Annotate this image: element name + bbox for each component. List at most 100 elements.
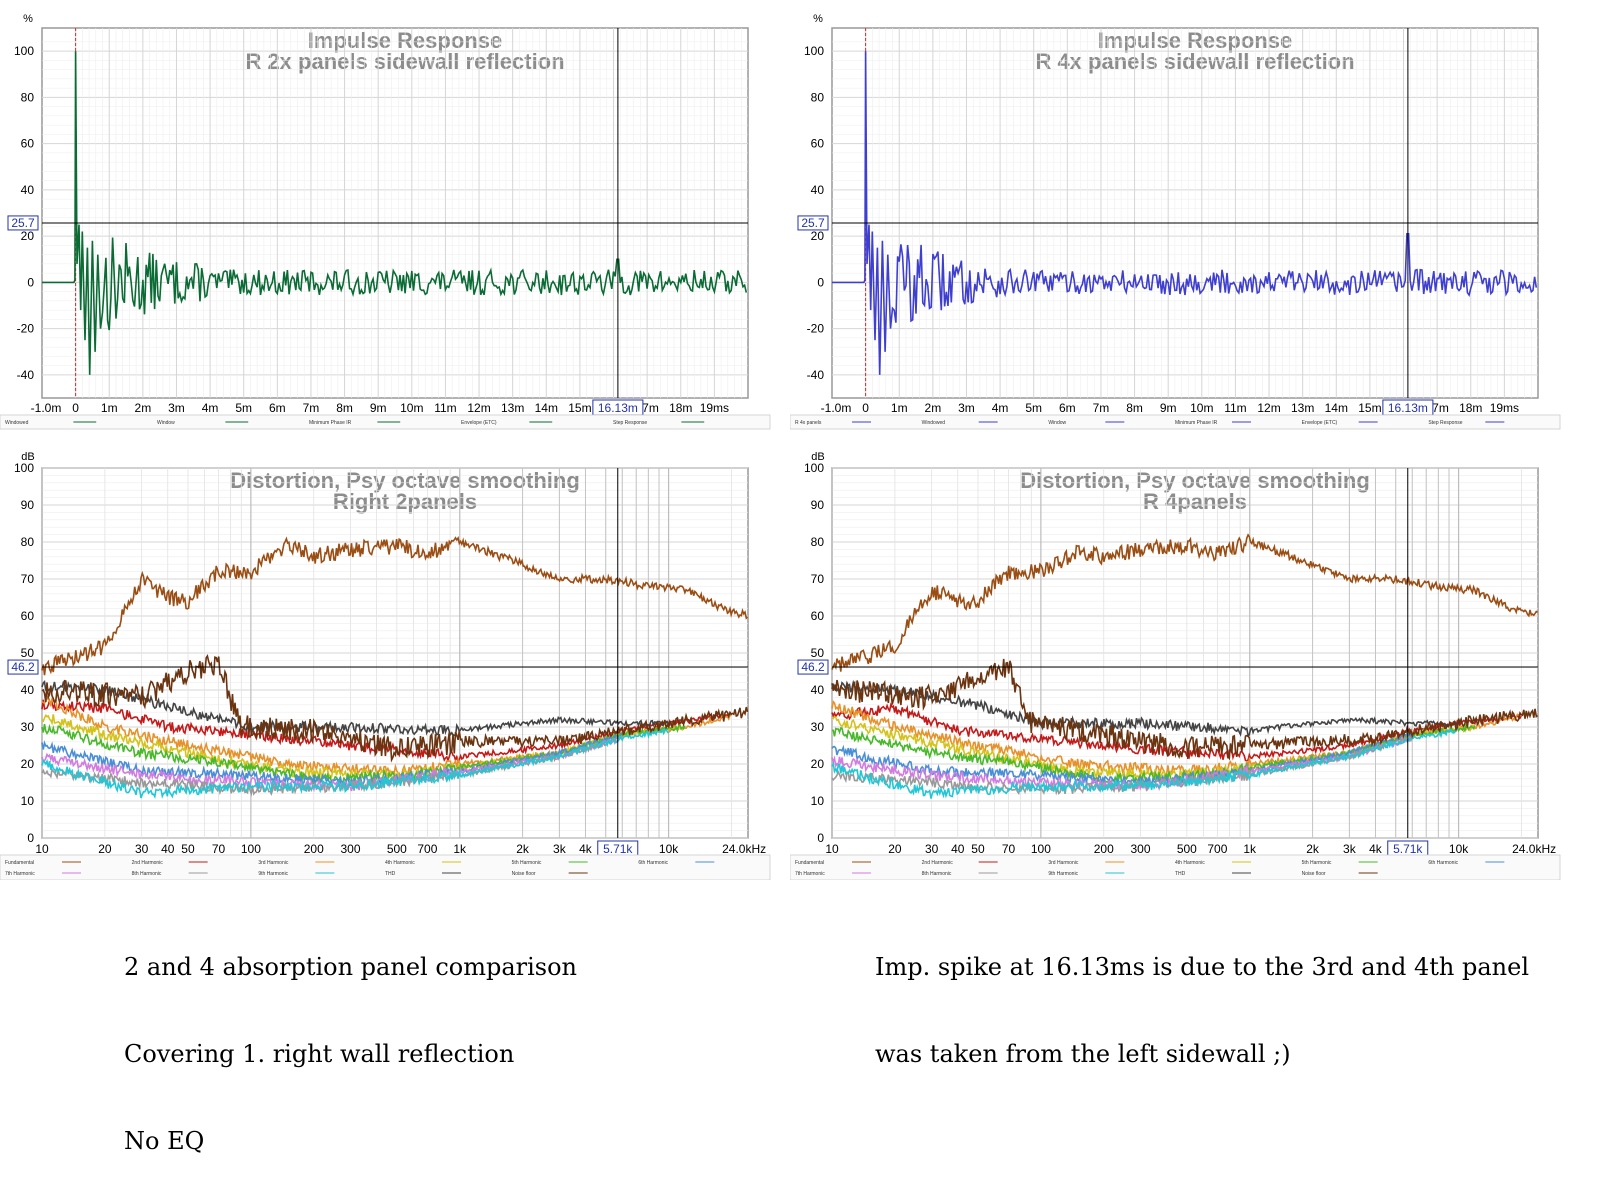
y-unit-label: %	[23, 13, 33, 25]
legend-entry: 6th Harmonic	[1428, 860, 1458, 866]
impulse-response-trace	[832, 51, 1538, 375]
legend-entry: Fundamental	[795, 860, 824, 866]
legend-entry: Noise floor	[512, 871, 536, 877]
x-tick-label: 14m	[535, 401, 558, 415]
x-tick-label: 15m	[1358, 401, 1381, 415]
y-tick-label: 100	[14, 461, 34, 475]
y-tick-label: 40	[811, 183, 825, 197]
plot-area	[41, 27, 749, 399]
x-tick-label: 20	[98, 842, 112, 856]
y-tick-label: 80	[21, 90, 35, 104]
legend-entry: 7th Harmonic	[5, 871, 35, 877]
legend-entry: R 4x panels	[795, 420, 822, 426]
y-tick-label: 60	[21, 609, 35, 623]
y-tick-label: 20	[21, 757, 35, 771]
x-tick-label: 12m	[1257, 401, 1280, 415]
x-tick-label: 1m	[101, 401, 118, 415]
x-tick-label: 700	[1207, 842, 1227, 856]
cursor-y-readout: 46.2	[801, 660, 825, 674]
legend-entry: Minimum Phase IR	[309, 420, 352, 426]
x-tick-label: 8m	[1126, 401, 1143, 415]
caption-right-line-1: Imp. spike at 16.13ms is due to the 3rd …	[875, 953, 1530, 981]
distortion-left-chart: dB Distortion, Psy octave smoothingRight …	[0, 451, 771, 880]
x-tick-label: 18m	[669, 401, 692, 415]
y-tick-label: 70	[21, 572, 35, 586]
cursor-y-readout: 25.7	[11, 216, 35, 230]
y-tick-label: 10	[811, 794, 825, 808]
y-tick-label: 30	[21, 720, 35, 734]
legend-entry: 4th Harmonic	[1175, 860, 1205, 866]
chart-subtitle: R 4panels	[1143, 489, 1247, 514]
caption-left-line-2: Covering 1. right wall reflection	[124, 1040, 515, 1068]
cursor-x-readout: 16.13m	[1388, 401, 1428, 415]
x-tick-label: 100	[1031, 842, 1051, 856]
legend-entry: 2nd Harmonic	[922, 860, 954, 866]
x-tick-label: 50	[971, 842, 985, 856]
legend-entry: THD	[385, 871, 396, 877]
cursor-y-readout: 46.2	[11, 660, 35, 674]
y-tick-label: 60	[811, 609, 825, 623]
x-tick-label: 50	[181, 842, 195, 856]
x-tick-label: 200	[304, 842, 324, 856]
legend-entry: Windowed	[5, 420, 29, 426]
x-tick-label: -1.0m	[31, 401, 62, 415]
x-tick-label: 1m	[891, 401, 908, 415]
x-tick-label: 8m	[336, 401, 353, 415]
legend-entry: 8th Harmonic	[922, 871, 952, 877]
y-tick-label: 50	[21, 646, 35, 660]
y-tick-label: -40	[807, 368, 825, 382]
legend-entry: 9th Harmonic	[1048, 871, 1078, 877]
x-tick-label: 40	[951, 842, 965, 856]
series-noise-floor	[831, 658, 1539, 761]
x-tick-label: 3k	[553, 842, 567, 856]
legend-entry: 8th Harmonic	[132, 871, 162, 877]
y-tick-label: 20	[21, 229, 35, 243]
series-noise-floor	[41, 654, 749, 763]
x-tick-label: 500	[387, 842, 407, 856]
x-tick-label: 19ms	[700, 401, 729, 415]
y-tick-label: 40	[21, 683, 35, 697]
y-tick-label: 40	[21, 183, 35, 197]
caption-right-line-2: was taken from the left sidewall ;)	[875, 1040, 1291, 1068]
impulse-response-trace	[42, 51, 748, 375]
x-tick-label: 300	[1130, 842, 1150, 856]
y-tick-label: 80	[21, 535, 35, 549]
x-tick-label: 12m	[467, 401, 490, 415]
plot-area	[831, 27, 1539, 399]
y-tick-label: 70	[811, 572, 825, 586]
x-tick-label: 10m	[400, 401, 423, 415]
x-tick-label: 10m	[1190, 401, 1213, 415]
x-tick-label: 6m	[269, 401, 286, 415]
legend-entry: 3rd Harmonic	[258, 860, 289, 866]
x-tick-label: 13m	[501, 401, 524, 415]
x-tick-label: 40	[161, 842, 175, 856]
y-tick-label: 100	[14, 44, 34, 58]
y-tick-label: 80	[811, 90, 825, 104]
x-tick-label: 10	[35, 842, 49, 856]
y-tick-label: 20	[811, 229, 825, 243]
y-tick-label: -40	[17, 368, 35, 382]
x-tick-label: 10k	[1449, 842, 1469, 856]
x-tick-label: 2k	[1306, 842, 1320, 856]
legend-entry: Minimum Phase IR	[1175, 420, 1218, 426]
caption-left-line-3: No EQ	[124, 1127, 205, 1155]
chart-subtitle: Right 2panels	[333, 489, 477, 514]
legend-entry: 5th Harmonic	[512, 860, 542, 866]
x-tick-label: 10	[825, 842, 839, 856]
cursor-x-readout: 5.71k	[603, 842, 633, 856]
legend-entry: THD	[1175, 871, 1186, 877]
series-9th-harmonic	[41, 728, 670, 800]
cursor-y-readout-box	[797, 215, 829, 231]
x-tick-label: 2k	[516, 842, 530, 856]
cursor-y-readout-box	[797, 659, 829, 675]
y-tick-label: 100	[804, 44, 824, 58]
y-tick-label: 90	[21, 498, 35, 512]
series-fundamental	[831, 533, 1538, 672]
x-tick-label: 500	[1177, 842, 1197, 856]
x-tick-label: 100	[241, 842, 261, 856]
x-tick-label: 700	[417, 842, 437, 856]
x-tick-label: 3k	[1343, 842, 1357, 856]
